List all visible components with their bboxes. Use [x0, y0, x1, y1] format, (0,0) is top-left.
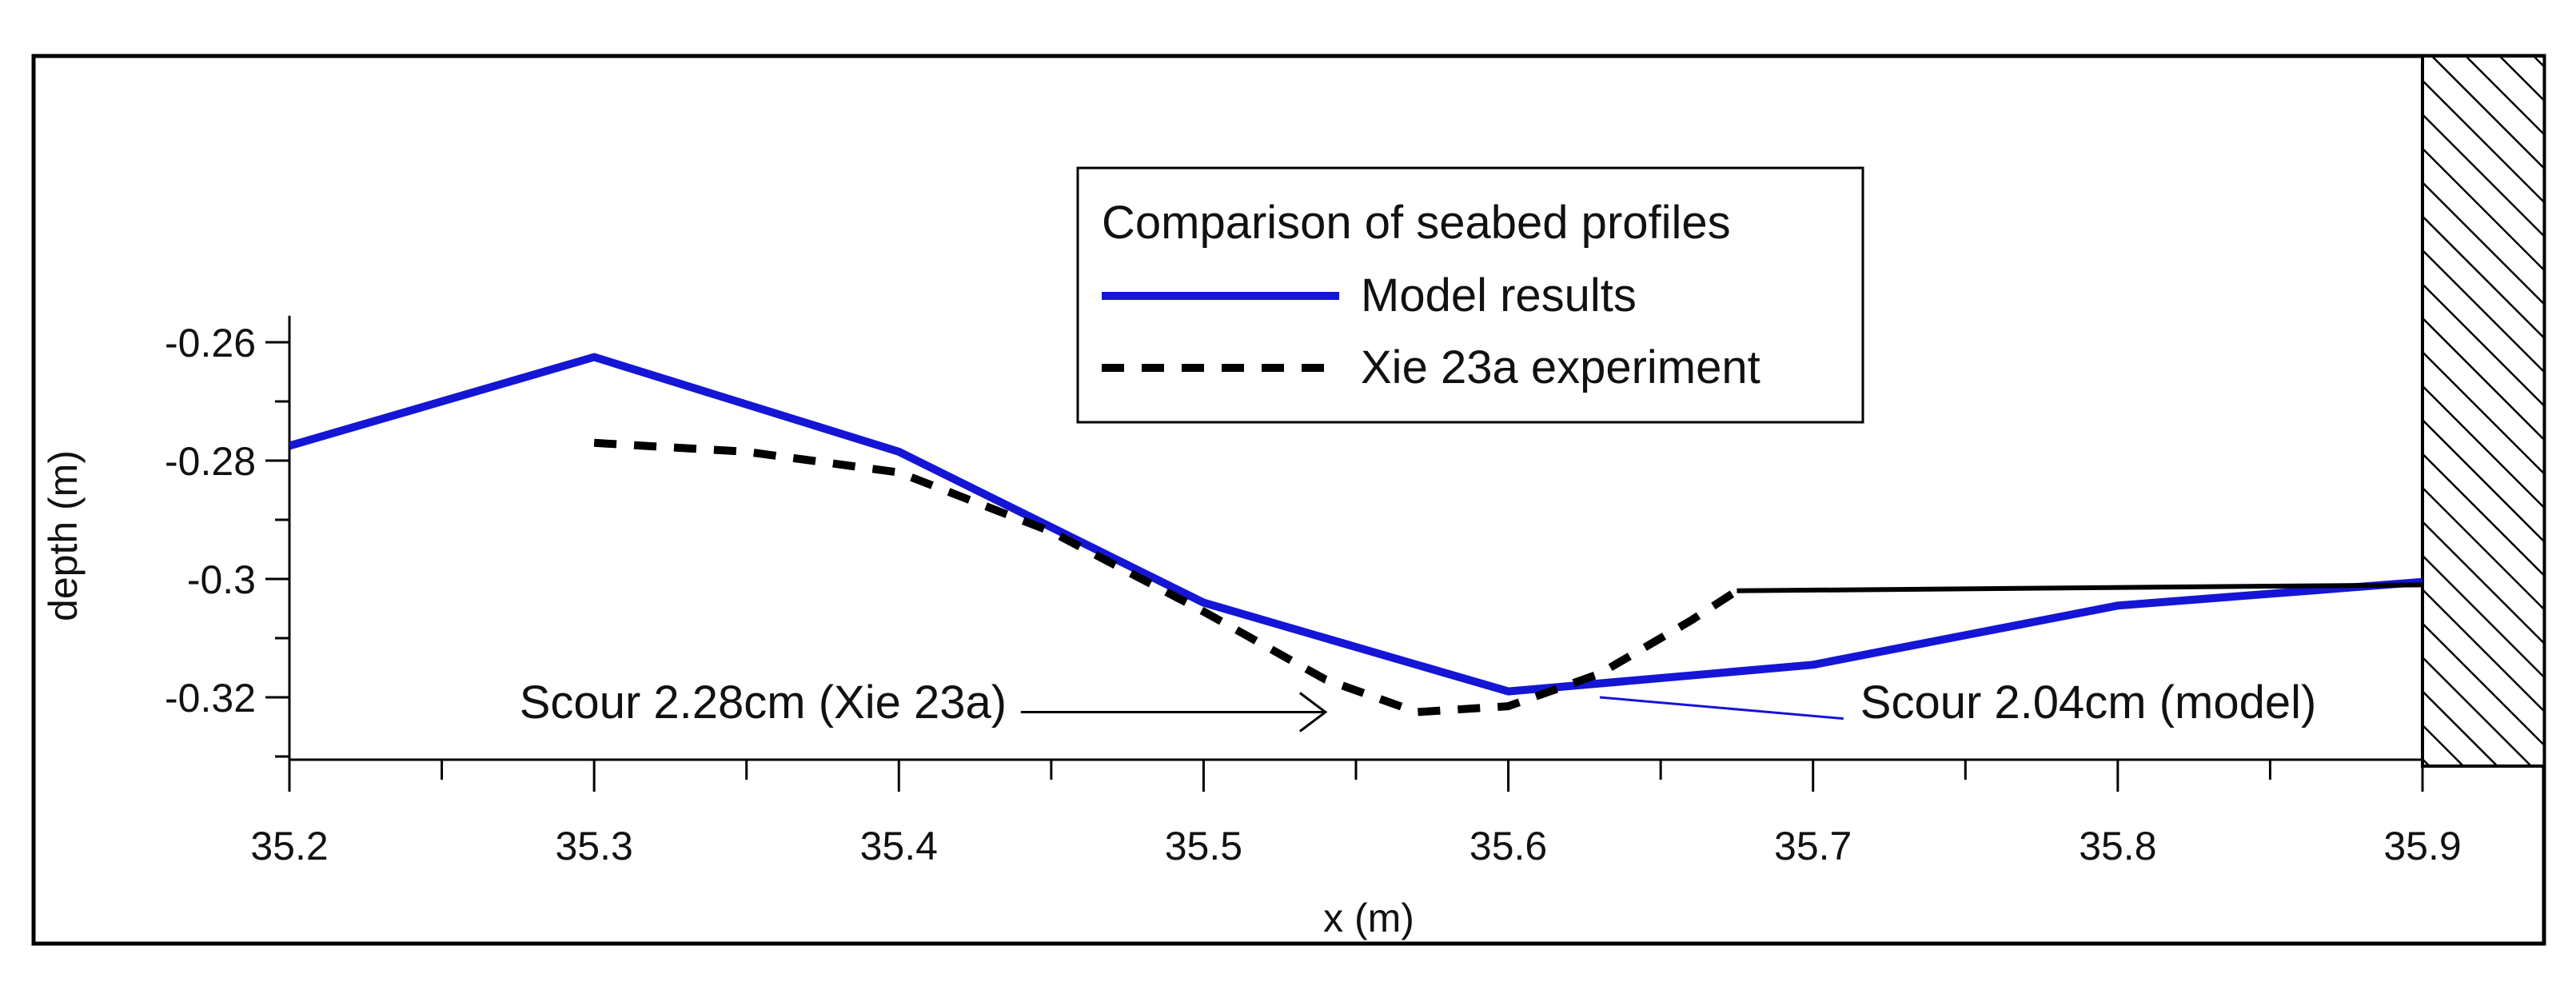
x-tick-label: 35.9	[2383, 824, 2461, 868]
x-tick-label: 35.5	[1165, 824, 1242, 868]
annotation-model-scour: Scour 2.04cm (model)	[1860, 677, 2317, 729]
annotation-xie-scour: Scour 2.28cm (Xie 23a)	[520, 677, 1007, 729]
y-axis-label: depth (m)	[41, 450, 86, 621]
legend-title: Comparison of seabed profiles	[1102, 197, 1731, 249]
y-tick-label: -0.32	[165, 676, 256, 721]
y-tick-label: -0.28	[165, 439, 256, 484]
legend-label-xie: Xie 23a experiment	[1361, 341, 1761, 393]
x-tick-label: 35.6	[1469, 824, 1547, 868]
x-axis-label: x (m)	[1323, 896, 1414, 940]
legend-label-model: Model results	[1361, 269, 1637, 321]
y-tick-label: -0.3	[187, 557, 256, 602]
x-tick-label: 35.2	[250, 824, 328, 868]
wall-hatched-region	[2422, 56, 2544, 766]
x-tick-label: 35.8	[2079, 824, 2156, 868]
x-tick-label: 35.7	[1774, 824, 1852, 868]
y-tick-label: -0.26	[165, 321, 256, 365]
legend: Comparison of seabed profiles Model resu…	[1078, 168, 1863, 422]
x-tick-label: 35.4	[860, 824, 938, 868]
x-tick-label: 35.3	[555, 824, 632, 868]
